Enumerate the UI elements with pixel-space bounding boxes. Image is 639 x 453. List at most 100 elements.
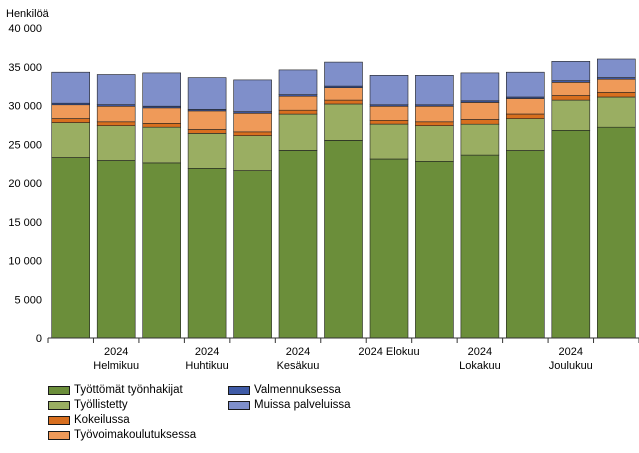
bar-segment bbox=[233, 170, 272, 339]
legend-swatch bbox=[228, 400, 250, 410]
y-axis-label: Henkilöä bbox=[6, 8, 50, 20]
legend-item: Työvoimakoulutuksessa bbox=[48, 429, 196, 441]
x-tick-label: 2024 bbox=[195, 346, 219, 358]
y-tick-label: 15 000 bbox=[8, 217, 42, 229]
legend-swatch bbox=[48, 400, 70, 410]
y-tick-label: 40 000 bbox=[8, 23, 42, 35]
bar-segment bbox=[233, 113, 272, 133]
legend-label: Työllistetty bbox=[74, 399, 128, 411]
bar-segment bbox=[142, 123, 181, 128]
bar-segment bbox=[551, 99, 591, 131]
bar-segment bbox=[596, 92, 636, 98]
bar-segment bbox=[505, 71, 545, 98]
bar-segment bbox=[324, 61, 363, 87]
bar-segment bbox=[187, 77, 227, 110]
bar-segment bbox=[369, 75, 409, 106]
bar-segment bbox=[505, 113, 545, 119]
bar-segment bbox=[51, 122, 91, 158]
bar-segment bbox=[596, 126, 636, 339]
bar-segment bbox=[96, 121, 136, 127]
bar-segment bbox=[415, 75, 454, 106]
x-tick-label: Lokakuu bbox=[459, 360, 501, 372]
bar-segment bbox=[96, 160, 136, 339]
bar-segment bbox=[551, 130, 591, 339]
legend-swatch bbox=[48, 385, 70, 395]
x-tick-label: Joulukuu bbox=[549, 360, 593, 372]
x-axis-ticks: 2024 Helmikuu 2024 Huhtikuu 2024 Kesäkuu 2024 … bbox=[47, 338, 639, 372]
bar-segment bbox=[51, 118, 91, 123]
bar-segment bbox=[369, 119, 409, 125]
bar-segment bbox=[233, 135, 272, 171]
bar-segment bbox=[551, 60, 591, 81]
x-tick-label: 2024 bbox=[286, 346, 310, 358]
bar-segment bbox=[96, 125, 136, 161]
bar-segment bbox=[142, 106, 181, 109]
stacked-bar-chart: Henkilöä 0 5 000 10 000 15 000 20 000 25 000 3… bbox=[6, 8, 639, 372]
bar-segment bbox=[324, 140, 363, 339]
bar-segment bbox=[505, 150, 545, 339]
x-tick-label: 2024 bbox=[104, 346, 128, 358]
bar-segment bbox=[551, 82, 591, 96]
bar-segment bbox=[460, 119, 500, 125]
bar-segment bbox=[187, 129, 227, 134]
legend-label: Työttömät työnhakijat bbox=[74, 384, 183, 396]
x-tick-label: 2024 bbox=[468, 346, 492, 358]
bar-segment bbox=[142, 126, 181, 164]
x-tick-label: Helmikuu bbox=[93, 360, 139, 372]
bar-segment bbox=[369, 123, 409, 160]
bar-segment bbox=[596, 96, 636, 128]
legend-label: Muissa palveluissa bbox=[254, 399, 351, 411]
bar-segment bbox=[187, 110, 227, 130]
legend-item: Työllistetty bbox=[48, 399, 128, 411]
bar-segment bbox=[551, 95, 591, 101]
bar-segment bbox=[415, 106, 454, 123]
bar-segment bbox=[233, 131, 272, 137]
bar-segment bbox=[96, 74, 136, 106]
bar-segment bbox=[51, 104, 91, 119]
bar-segment bbox=[415, 161, 454, 339]
bars bbox=[51, 58, 636, 339]
y-tick-label: 25 000 bbox=[8, 139, 42, 151]
y-tick-label: 0 bbox=[36, 333, 42, 345]
bar-segment bbox=[278, 69, 318, 96]
legend-label: Valmennuksessa bbox=[254, 384, 341, 396]
y-tick-label: 30 000 bbox=[8, 101, 42, 113]
bar-segment bbox=[187, 168, 227, 339]
bar-segment bbox=[278, 113, 318, 151]
bar-segment bbox=[324, 87, 363, 101]
bar-segment bbox=[278, 109, 318, 115]
bar-segment bbox=[142, 162, 181, 339]
legend-item: Valmennuksessa bbox=[228, 384, 341, 396]
bar-segment bbox=[142, 72, 181, 107]
y-tick-label: 5 000 bbox=[14, 294, 42, 306]
bar-segment bbox=[505, 98, 545, 115]
bar-segment bbox=[596, 78, 636, 93]
legend-swatch bbox=[48, 415, 70, 425]
bar-segment bbox=[187, 133, 227, 169]
legend-label: Kokeilussa bbox=[74, 414, 130, 426]
legend-swatch bbox=[228, 385, 250, 395]
bar-segment bbox=[460, 154, 500, 339]
bar-segment bbox=[460, 123, 500, 156]
x-tick-label: 2024 Elokuu bbox=[358, 346, 419, 358]
bar-segment bbox=[51, 157, 91, 339]
legend-swatch bbox=[48, 430, 70, 440]
x-tick-label: Kesäkuu bbox=[277, 360, 320, 372]
legend-item: Kokeilussa bbox=[48, 414, 130, 426]
legend-item: Muissa palveluissa bbox=[228, 399, 351, 411]
bar-segment bbox=[415, 121, 454, 127]
bar-segment bbox=[460, 72, 500, 102]
bar-segment bbox=[324, 99, 363, 105]
bar-segment bbox=[460, 102, 500, 120]
bar-segment bbox=[324, 103, 363, 141]
bar-segment bbox=[278, 150, 318, 339]
y-axis-ticks: 0 5 000 10 000 15 000 20 000 25 000 30 000 35 0… bbox=[8, 23, 42, 345]
bar-segment bbox=[233, 79, 272, 113]
bar-segment bbox=[278, 95, 318, 111]
bar-segment bbox=[142, 107, 181, 124]
y-tick-label: 20 000 bbox=[8, 178, 42, 190]
bar-segment bbox=[51, 71, 91, 104]
bar-segment bbox=[505, 118, 545, 151]
bar-segment bbox=[596, 58, 636, 78]
y-tick-label: 35 000 bbox=[8, 62, 42, 74]
